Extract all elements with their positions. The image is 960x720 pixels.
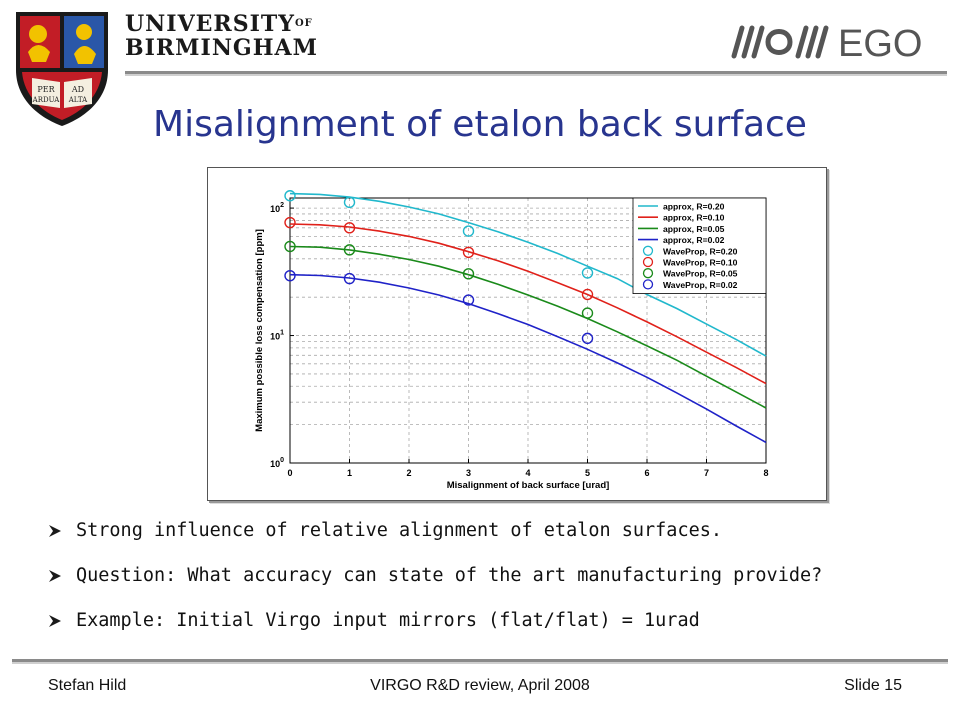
legend-label: approx, R=0.10: [663, 213, 725, 223]
y-axis-label: Maximum possible loss compensation [ppm]: [254, 229, 265, 432]
crest-text-per: PER: [37, 85, 55, 94]
crest-text-ad: AD: [71, 85, 84, 94]
footer-author: Stefan Hild: [48, 677, 127, 694]
series-marker: [284, 269, 296, 282]
x-tick-label: 5: [585, 468, 590, 478]
legend-box: [632, 197, 767, 294]
chart-frame: 0 1 2 3 4 5 6 7 8 100 101 102 Misalignment of back s…: [207, 167, 827, 501]
series-line: [289, 273, 767, 444]
series-marker: [462, 268, 475, 280]
university-line1: UNIVERSITY: [125, 11, 295, 37]
bullet-text: Example: Initial Virgo input mirrors (fl…: [76, 610, 700, 631]
slide-title: Misalignment of etalon back surface: [153, 104, 807, 145]
arrow-bullet-icon: [49, 525, 61, 537]
x-tick-label: 0: [287, 468, 292, 478]
series-marker: [343, 222, 356, 234]
bullet-text: Strong influence of relative alignment o…: [76, 520, 723, 541]
ego-logo-text: EGO: [838, 23, 922, 62]
arrow-bullet-icon: [49, 570, 61, 582]
series-marker: [581, 332, 594, 345]
legend-label: approx, R=0.05: [663, 224, 725, 234]
footer-slide-number: Slide 15: [844, 677, 902, 694]
bullet-item: Example: Initial Virgo input mirrors (fl…: [48, 610, 948, 655]
legend-label: WaveProp, R=0.20: [663, 246, 738, 256]
ego-waves-icon: [731, 25, 829, 59]
legend-label: WaveProp, R=0.10: [663, 258, 738, 268]
series-marker: [581, 267, 594, 279]
series-line: [289, 223, 767, 385]
series-line: [289, 192, 767, 357]
footer-event: VIRGO R&D review, April 2008: [370, 677, 590, 694]
legend-swatch-marker: [642, 245, 654, 256]
series-marker: [284, 190, 296, 202]
x-tick-label: 8: [763, 468, 768, 478]
x-tick-label: 6: [644, 468, 649, 478]
legend-swatch-marker: [642, 279, 654, 290]
university-crest-icon: PER AD ARDUA ALTA: [16, 12, 108, 126]
series-marker: [343, 272, 356, 285]
x-tick-label: 7: [704, 468, 709, 478]
arrow-bullet-icon: [49, 615, 61, 627]
series-marker: [581, 307, 594, 319]
footer-divider: [12, 659, 948, 662]
legend-swatch-marker: [642, 256, 654, 268]
loss-compensation-chart: 0 1 2 3 4 5 6 7 8 100 101 102 Misalignment of back s…: [254, 190, 769, 491]
series-marker: [284, 216, 296, 229]
university-line2: BIRMINGHAM: [125, 35, 318, 61]
y-tick-label: 100: [270, 457, 284, 469]
bullet-item: Strong influence of relative alignment o…: [48, 520, 948, 565]
x-tick-label: 2: [406, 468, 411, 478]
x-tick-label: 3: [466, 468, 471, 478]
series-marker: [462, 294, 475, 306]
crest-text-ardua: ARDUA: [32, 96, 61, 104]
bullet-text: Question: What accuracy can state of the…: [76, 565, 823, 586]
series-marker: [462, 225, 475, 237]
series-line: [289, 245, 767, 409]
legend-label: approx, R=0.02: [663, 235, 725, 245]
bullet-item: Question: What accuracy can state of the…: [48, 565, 948, 610]
x-tick-label: 1: [347, 468, 352, 478]
y-tick-label: 101: [270, 330, 284, 342]
university-name: UNIVERSITYOF BIRMINGHAM: [125, 12, 318, 60]
series-marker: [284, 240, 296, 253]
ego-logo: EGO: [731, 23, 922, 62]
header-divider: [125, 71, 947, 74]
series-marker: [581, 288, 594, 301]
x-tick-label: 4: [525, 468, 530, 478]
series-marker: [343, 196, 356, 209]
series-marker: [343, 244, 356, 256]
crest-text-alta: ALTA: [68, 96, 88, 104]
legend-label: WaveProp, R=0.05: [663, 269, 738, 279]
legend-label: approx, R=0.20: [663, 202, 725, 212]
bullet-list: Strong influence of relative alignment o…: [48, 520, 948, 655]
legend-swatch-marker: [642, 268, 654, 279]
series-marker: [462, 246, 475, 258]
y-tick-label: 102: [270, 202, 284, 214]
university-of: OF: [294, 18, 313, 29]
x-axis-label: Misalignment of back surface [urad]: [447, 480, 610, 491]
legend-label: WaveProp, R=0.02: [663, 280, 738, 290]
